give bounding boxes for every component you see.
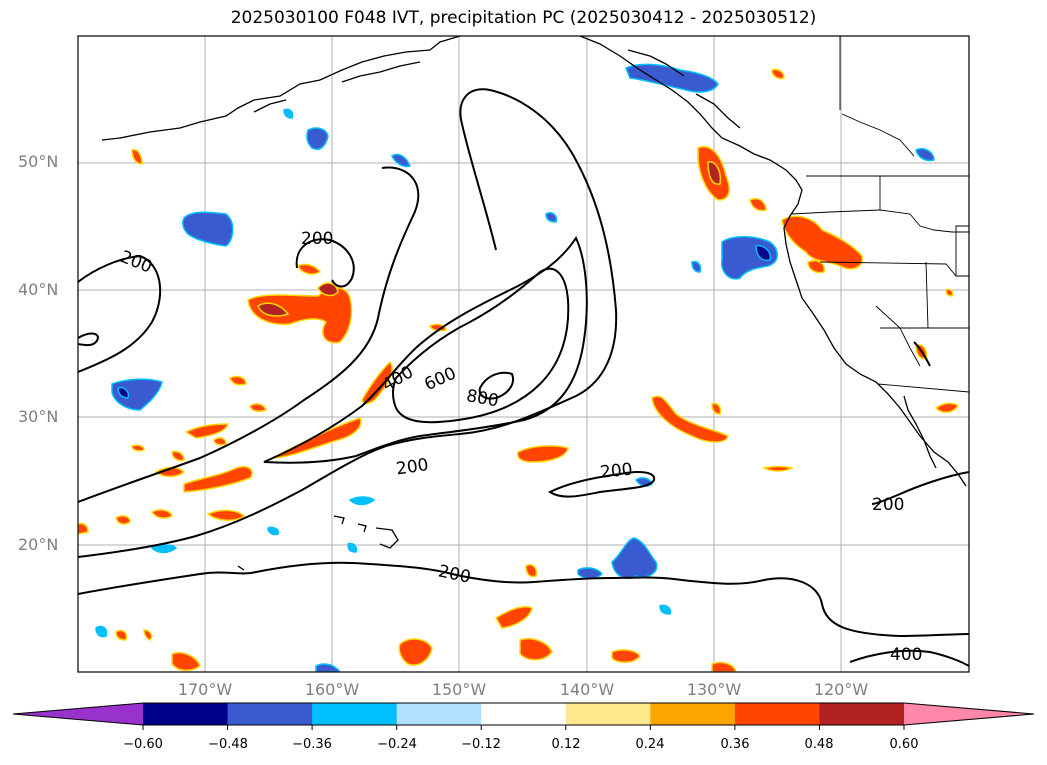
coastlines — [101, 36, 967, 571]
colorbar-segment — [227, 703, 313, 725]
colorbar-tick-label: 0.36 — [720, 737, 750, 752]
contour-label: 200 — [117, 247, 155, 278]
colorbar-segment — [312, 703, 398, 725]
colorbar-segments — [143, 703, 905, 725]
colorbar-segment — [650, 703, 736, 725]
colorbar-extend-low — [13, 703, 143, 725]
map-title: 2025030100 F048 IVT, precipitation PC (2… — [230, 8, 817, 28]
lat-label-50n: 50°N — [18, 152, 59, 171]
lon-label-130w: 130°W — [686, 680, 742, 699]
borders — [791, 36, 969, 393]
contour-label: 200 — [301, 229, 333, 249]
lat-label-30n: 30°N — [18, 407, 59, 426]
colorbar-tick-label: 0.24 — [635, 737, 665, 752]
contour-label: 200 — [599, 460, 633, 483]
colorbar-extend-high — [904, 703, 1034, 725]
colorbar-tick-label: 0.60 — [889, 737, 919, 752]
ivt-contours — [78, 88, 969, 667]
lon-label-140w: 140°W — [559, 680, 615, 699]
colorbar-tick-label: −0.12 — [461, 737, 501, 752]
contour-label: 200 — [437, 561, 473, 587]
colorbar-tick-label: 0.12 — [551, 737, 581, 752]
colorbar-segment — [819, 703, 905, 725]
contour-label: 200 — [395, 455, 430, 479]
contour-label-group: 200 200 400 600 800 200 200 200 200 400 — [117, 229, 922, 665]
contour-label: 400 — [890, 645, 922, 665]
contour-label: 600 — [422, 364, 460, 395]
colorbar-segment — [734, 703, 820, 725]
lon-label-150w: 150°W — [431, 680, 487, 699]
lon-label-120w: 120°W — [813, 680, 869, 699]
colorbar-ticks — [142, 725, 905, 730]
colorbar-segment — [481, 703, 567, 725]
colorbar-segment — [396, 703, 482, 725]
map-area — [78, 36, 969, 672]
contour-label: 800 — [465, 386, 500, 411]
gridlines — [78, 36, 969, 672]
colorbar — [12, 702, 1035, 730]
lat-label-40n: 40°N — [18, 280, 59, 299]
map-frame — [77, 35, 970, 673]
precip-negative-areas — [95, 63, 935, 672]
colorbar-segment — [143, 703, 229, 725]
colorbar-tick-label: −0.24 — [377, 737, 417, 752]
colorbar-tick-label: 0.48 — [804, 737, 834, 752]
colorbar-tick-label: −0.36 — [292, 737, 332, 752]
colorbar-tick-label: −0.48 — [208, 737, 248, 752]
contour-label: 200 — [872, 495, 904, 515]
colorbar-segment — [565, 703, 651, 725]
lon-label-170w: 170°W — [177, 680, 233, 699]
lat-label-20n: 20°N — [18, 535, 59, 554]
colorbar-outline — [12, 702, 1035, 726]
lon-label-160w: 160°W — [304, 680, 360, 699]
colorbar-tick-label: −0.60 — [123, 737, 163, 752]
